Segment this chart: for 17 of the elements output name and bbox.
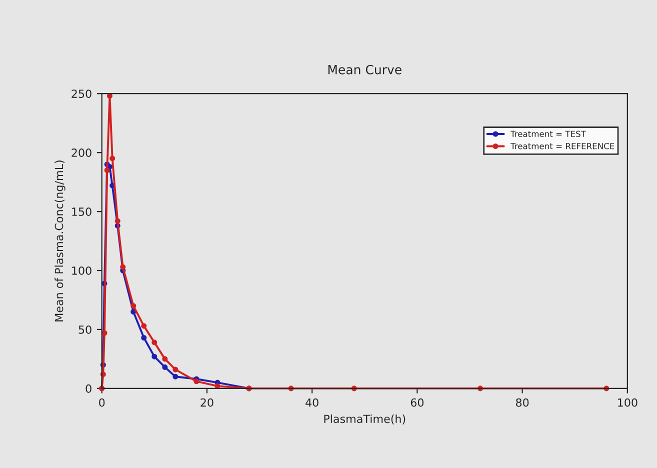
chart-title: Mean Curve	[328, 64, 402, 74]
y-tick-label: 200	[72, 148, 92, 157]
legend-label: Treatment = TEST	[510, 130, 586, 138]
x-tick-label: 0	[99, 398, 105, 407]
x-tick-label: 20	[200, 398, 214, 407]
legend-label: Treatment = REFERENCE	[510, 142, 614, 150]
y-tick-label: 100	[72, 266, 92, 275]
y-tick-label: 250	[72, 90, 92, 98]
y-axis-title: Mean of Plasma.Conc(ng/mL)	[54, 160, 66, 322]
x-tick-label: 100	[618, 398, 638, 407]
x-tick-label: 40	[306, 398, 318, 407]
x-axis-title: PlasmaTime(h)	[324, 414, 406, 424]
y-tick-label: 0	[86, 384, 92, 393]
y-tick-label: 150	[72, 208, 92, 216]
x-tick-label: 60	[410, 398, 424, 407]
x-tick-label: 80	[516, 398, 529, 407]
y-tick-label: 50	[78, 325, 92, 334]
